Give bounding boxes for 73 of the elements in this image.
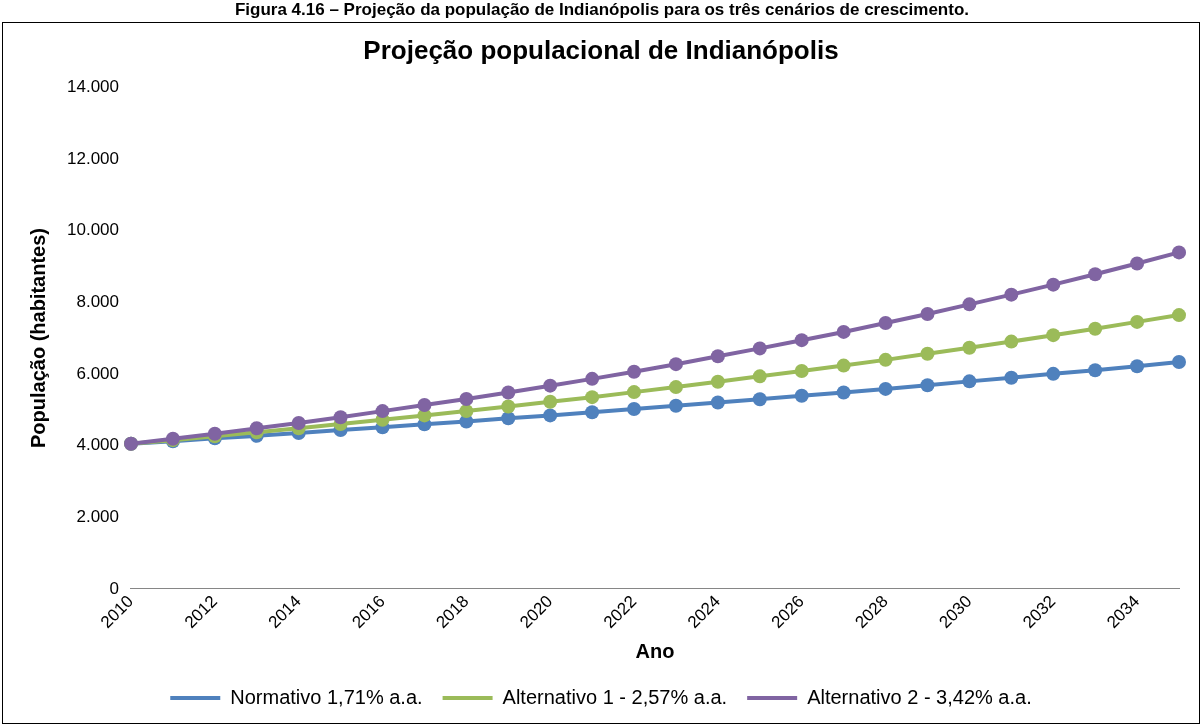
legend-label: Alternativo 2 - 3,42% a.a. [807,685,1032,708]
point [1130,359,1145,374]
point [333,410,348,425]
point [1004,370,1019,385]
point [668,357,683,372]
legend-label: Normativo 1,71% a.a. [230,685,423,708]
point [920,307,935,322]
chart-title: Projeção populacional de Indianópolis [363,34,839,65]
point [752,392,767,407]
text: Figura 4.16 – Projeção da população de Indianópolis para os três cenários de crescimento. [233,0,971,20]
point [962,374,977,389]
point [668,398,683,413]
point [375,404,390,419]
point [794,333,809,348]
point [1046,277,1061,292]
legend-label: Alternativo 1 - 2,57% a.a. [502,685,728,708]
point [1004,334,1019,349]
point [543,394,558,409]
point [836,324,851,339]
point [459,404,474,419]
point [794,388,809,403]
point [1130,314,1145,329]
point [1172,355,1186,370]
point [836,358,851,373]
y-tick-label: 4.000 [76,435,119,455]
y-tick-label: 14.000 [67,76,119,96]
point [1088,363,1103,378]
x-axis-title: Ano [635,639,675,662]
point [501,411,516,426]
y-tick-label: 10.000 [67,220,119,240]
point [668,380,683,395]
point [962,340,977,355]
point [627,364,642,379]
y-tick-label: 12.000 [67,148,119,168]
y-tick-label: 0 [109,578,119,598]
point [710,395,725,410]
point [878,352,893,367]
point [1046,366,1061,381]
point [249,421,264,436]
point [291,415,306,430]
point [585,371,600,386]
point [794,363,809,378]
point [1172,308,1186,323]
point [710,374,725,389]
point [752,341,767,356]
y-tick-label: 6.000 [76,363,119,383]
point [920,346,935,361]
point [501,399,516,414]
point [1130,256,1145,271]
point [1088,321,1103,336]
point [585,390,600,405]
point [878,381,893,396]
point [1088,267,1103,282]
point [543,408,558,423]
point [1172,245,1186,260]
point [417,398,432,413]
point [878,315,893,330]
y-tick-label: 2.000 [76,506,119,526]
point [920,378,935,393]
point [627,401,642,416]
y-tick-label: 8.000 [76,291,119,311]
point [543,378,558,393]
point [1004,287,1019,302]
y-axis-title: População (habitantes) [26,228,49,449]
point [836,385,851,400]
point [627,385,642,400]
point [1046,328,1061,343]
point [501,385,516,400]
point [962,297,977,312]
point [585,405,600,420]
point [710,349,725,364]
point [459,391,474,406]
point [752,369,767,384]
